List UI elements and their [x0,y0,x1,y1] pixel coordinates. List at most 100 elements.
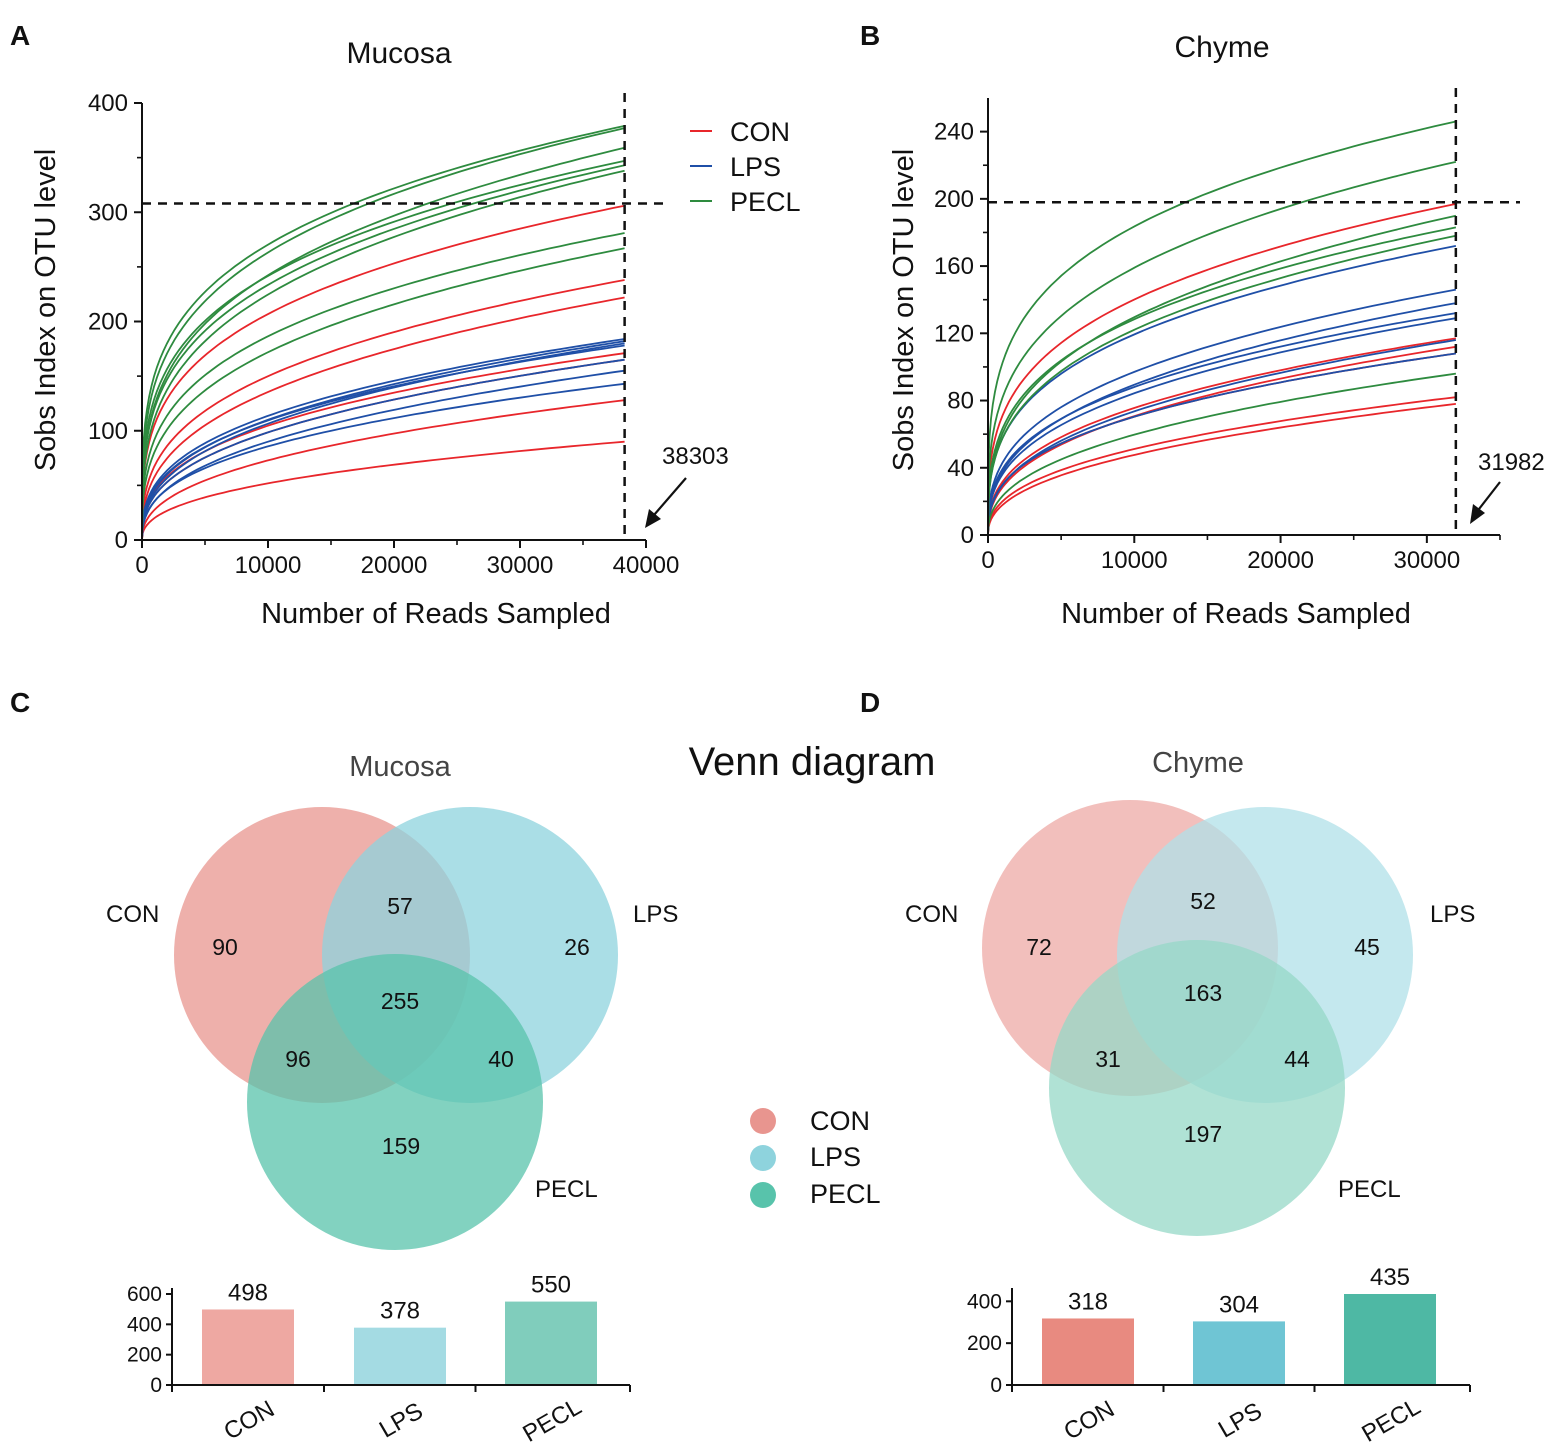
x-tick-label: 30000 [1393,547,1460,574]
venn-count-lps-pecl: 44 [1284,1046,1310,1072]
venn-legend: CON LPS PECL [750,1106,881,1209]
venn-count-con-lps: 57 [387,893,413,919]
panel-a-annotation: 38303 [662,443,729,470]
bar-value-label-con: 498 [228,1279,268,1306]
panel-b-title: Chyme [1174,31,1269,64]
venn-count-con-pecl: 31 [1095,1046,1121,1072]
x-tick-label: 0 [981,547,994,574]
y-tick-label: 200 [88,309,128,336]
curve-lps-1 [987,245,1457,536]
panel-d-venn [982,800,1413,1236]
x-tick-label: 0 [135,552,148,579]
venn-count-all: 255 [381,988,419,1014]
x-tick-label: 10000 [1101,547,1168,574]
venn-legend-label-con: CON [810,1106,870,1136]
bar-con [1042,1318,1134,1385]
curve-lps-7 [141,382,625,541]
bar-category-label-con: CON [219,1395,279,1445]
panel-b-curves [987,120,1457,536]
legend-label-pecl: PECL [730,187,801,217]
curve-con-6 [987,403,1457,536]
y-tick-label: 400 [88,90,128,117]
x-tick-label: 20000 [361,552,428,579]
curve-lps-7 [987,352,1457,536]
y-tick-label: 300 [88,199,128,226]
bar-y-tick-label: 600 [127,1283,162,1306]
venn-count-con-only: 72 [1026,934,1052,960]
venn-count-pecl-only: 159 [382,1133,420,1159]
bar-value-label-lps: 378 [380,1298,420,1325]
bar-category-label-lps: LPS [1214,1397,1267,1443]
curve-con-7 [141,440,625,541]
y-tick-label: 0 [961,522,974,549]
panel-c: C Mucosa CON LPS PECL 90 57 26 255 96 40… [10,687,678,1448]
bar-value-label-con: 318 [1068,1288,1108,1315]
curve-pecl-4 [141,160,625,541]
legend-item-pecl: PECL [690,187,801,217]
venn-set-label-lps: LPS [633,901,678,928]
curve-con-2 [141,279,625,541]
panel-b-annotation: 31982 [1478,449,1545,476]
curve-pecl-5 [987,234,1457,536]
curve-legend: CON LPS PECL [690,117,801,217]
curve-lps-4 [141,344,625,541]
bar-category-label-lps: LPS [375,1397,428,1443]
curve-pecl-5 [141,164,625,541]
panel-c-letter: C [10,687,30,718]
x-tick-label: 20000 [1247,547,1314,574]
venn-count-con-only: 90 [212,934,238,960]
venn-count-lps-pecl: 40 [488,1046,514,1072]
y-tick-label: 0 [115,527,128,554]
legend-label-con: CON [730,117,790,147]
panel-b-letter: B [860,20,880,51]
curve-lps-4 [987,312,1457,536]
curve-con-6 [141,399,625,541]
bar-pecl [505,1301,597,1385]
y-tick-label: 200 [934,186,974,213]
curve-pecl-6 [987,372,1457,536]
curve-pecl-1 [987,120,1457,536]
bar-value-label-pecl: 435 [1370,1264,1410,1291]
y-tick-label: 80 [947,388,974,415]
panel-c-title: Mucosa [349,751,451,783]
bar-con [202,1309,294,1385]
curve-pecl-1 [141,125,625,541]
panel-b-x-label: Number of Reads Sampled [1061,598,1411,630]
curve-lps-5 [141,358,625,541]
bar-y-tick-label: 0 [990,1374,1002,1397]
curve-pecl-2 [141,127,625,541]
legend-item-lps: LPS [690,152,781,182]
y-tick-label: 240 [934,119,974,146]
legend-label-lps: LPS [730,152,781,182]
curve-con-1 [987,203,1457,536]
curve-pecl-3 [141,146,625,541]
curve-lps-2 [987,288,1457,536]
curve-con-3 [141,296,625,541]
panel-a-y-label: Sobs Index on OTU level [30,149,62,471]
bar-category-label-pecl: PECL [518,1393,586,1448]
bar-pecl [1344,1294,1436,1385]
panel-c-venn [174,807,618,1250]
venn-count-con-pecl: 96 [285,1046,311,1072]
venn-count-lps-only: 45 [1354,934,1380,960]
panel-b-reference-lines [988,88,1520,535]
bar-y-tick-label: 400 [967,1290,1002,1313]
curve-pecl-3 [987,214,1457,536]
panel-c-bar-chart: 0 200 400 600 498 378 550 CON LPS PECL [127,1272,631,1448]
curve-lps-6 [141,369,625,541]
bar-category-label-pecl: PECL [1357,1393,1425,1448]
panel-a-axes: 0 100 200 300 400 0 10000 20000 30000 40000 [88,90,679,579]
y-tick-label: 40 [947,455,974,482]
venn-set-label-con: CON [106,901,159,928]
panel-a-letter: A [10,20,30,51]
panel-d-title: Chyme [1152,747,1244,779]
curve-lps-5 [987,317,1457,536]
bar-value-label-pecl: 550 [531,1272,571,1299]
curve-con-1 [141,204,625,541]
x-tick-label: 30000 [487,552,554,579]
y-tick-label: 100 [88,418,128,445]
x-tick-label: 40000 [613,552,680,579]
venn-legend-label-pecl: PECL [810,1179,881,1209]
venn-legend-swatch-lps [750,1145,776,1171]
venn-count-con-lps: 52 [1190,888,1216,914]
